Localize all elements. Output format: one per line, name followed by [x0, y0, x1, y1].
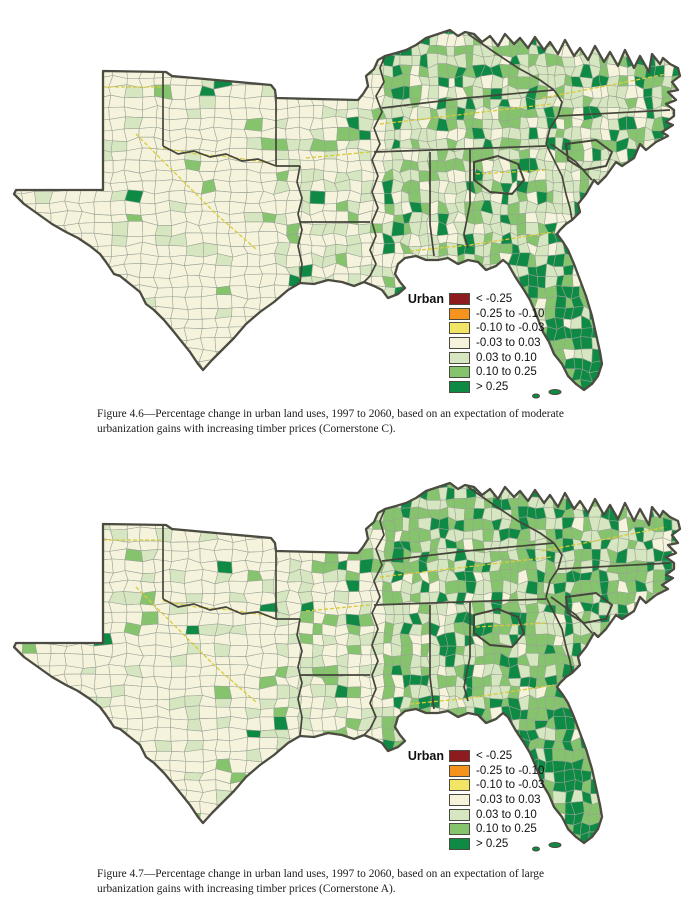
figure-caption-4-7: Figure 4.7—Percentage change in urban la… [97, 868, 545, 896]
legend-swatch [449, 779, 470, 792]
choropleth-map-moderate-urbanization [12, 28, 682, 399]
legend-row: -0.25 to -0.10 [394, 764, 544, 779]
legend-swatch [449, 764, 470, 777]
legend-class-label: 0.03 to 0.10 [476, 351, 537, 364]
legend-row: 0.03 to 0.10 [394, 350, 544, 365]
legend-row: 0.03 to 0.10 [394, 807, 544, 822]
legend-class-label: 0.10 to 0.25 [476, 366, 537, 379]
choropleth-map-large-urbanization [12, 481, 682, 852]
map-legend-figure-4-7: Urban < -0.25 -0.25 to -0.10 -0.10 to -0.03… [394, 749, 544, 851]
legend-swatch [449, 337, 470, 350]
legend-swatch [449, 322, 470, 335]
legend-row: -0.03 to 0.03 [394, 336, 544, 351]
legend-swatch [449, 823, 470, 836]
legend-swatch [449, 750, 470, 763]
legend-class-label: -0.03 to 0.03 [476, 794, 541, 807]
legend-class-label: -0.03 to 0.03 [476, 337, 541, 350]
legend-class-label: > 0.25 [476, 837, 509, 850]
legend-class-label: -0.10 to -0.03 [476, 779, 545, 792]
legend-title: Urban [407, 292, 444, 307]
legend-swatch [449, 808, 470, 821]
legend-row: -0.25 to -0.10 [394, 307, 544, 322]
legend-class-label: 0.03 to 0.10 [476, 808, 537, 821]
legend-row: -0.03 to 0.03 [394, 793, 544, 808]
legend-swatch [449, 794, 470, 807]
map-legend-figure-4-6: Urban < -0.25 -0.25 to -0.10 -0.10 to -0.03… [394, 292, 544, 394]
figure-caption-4-6: Figure 4.6—Percentage change in urban la… [97, 408, 564, 436]
legend-row: > 0.25 [394, 837, 544, 852]
legend-row: Urban < -0.25 [394, 749, 544, 764]
legend-class-label: -0.25 to -0.10 [476, 307, 545, 320]
legend-title: Urban [407, 749, 444, 764]
legend-swatch [449, 380, 470, 393]
legend-row: -0.10 to -0.03 [394, 321, 544, 336]
legend-row: 0.10 to 0.25 [394, 365, 544, 380]
legend-class-label: > 0.25 [476, 380, 509, 393]
legend-swatch [449, 837, 470, 850]
legend-row: -0.10 to -0.03 [394, 778, 544, 793]
legend-swatch [449, 351, 470, 364]
legend-row: 0.10 to 0.25 [394, 822, 544, 837]
legend-swatch [449, 293, 470, 306]
legend-row: Urban < -0.25 [394, 292, 544, 307]
legend-class-label: < -0.25 [476, 293, 513, 306]
legend-swatch [449, 366, 470, 379]
legend-class-label: 0.10 to 0.25 [476, 823, 537, 836]
legend-class-label: < -0.25 [476, 750, 513, 763]
legend-swatch [449, 307, 470, 320]
legend-class-label: -0.10 to -0.03 [476, 322, 545, 335]
legend-row: > 0.25 [394, 380, 544, 395]
legend-class-label: -0.25 to -0.10 [476, 764, 545, 777]
